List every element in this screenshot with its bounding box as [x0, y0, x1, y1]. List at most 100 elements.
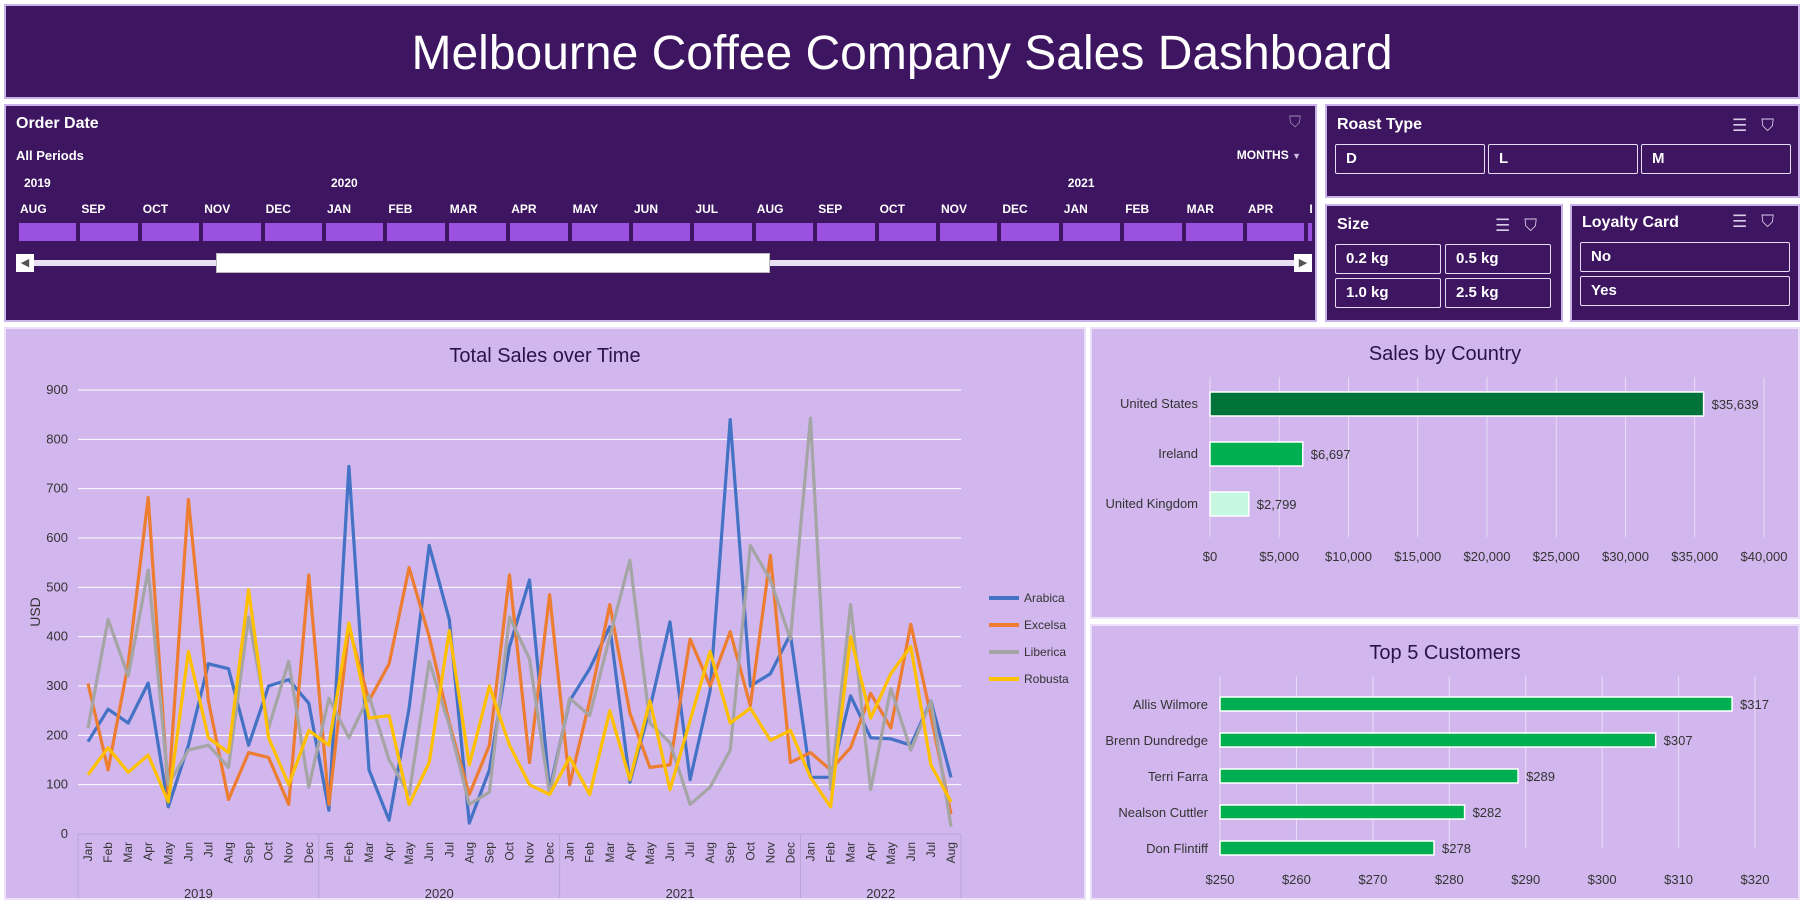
multi-select-icon[interactable]: ☰ [1495, 216, 1525, 235]
scroll-right-icon[interactable]: ▶ [1294, 254, 1312, 272]
category-label: United Kingdom [1106, 496, 1199, 511]
timeline-month-cell[interactable] [509, 222, 569, 242]
roast-option-d[interactable]: D [1335, 144, 1485, 174]
timeline-month-label: JUN [634, 202, 659, 216]
y-tick-label: 800 [46, 431, 68, 446]
time-level-dropdown[interactable]: MONTHS ▼ [1237, 148, 1301, 162]
y-tick-label: 200 [46, 727, 68, 742]
x-tick-label: Jun [422, 842, 436, 861]
category-label: Nealson Cuttler [1118, 805, 1208, 820]
timeline-month-cell[interactable] [447, 222, 508, 242]
clear-filter-icon[interactable]: ⛉ [1288, 114, 1301, 131]
timeline-month-cell[interactable] [202, 222, 262, 242]
clear-filter-icon[interactable]: ⛉ [1524, 216, 1551, 235]
timeline-month-label: MAY [572, 202, 599, 216]
timeline-month-cell[interactable] [1000, 222, 1060, 242]
bar [1219, 840, 1435, 856]
order-date-timeline[interactable]: Order Date ⛉ All Periods MONTHS ▼ 2019 20… [4, 104, 1317, 322]
timeline-month-cell[interactable] [877, 222, 937, 242]
x-tick-label: $270 [1358, 872, 1387, 887]
clear-filter-icon[interactable]: ⛉ [1761, 116, 1788, 135]
data-label: $317 [1740, 697, 1769, 712]
timeline-month-cell[interactable] [754, 222, 815, 242]
timeline-scrollbar[interactable]: ◀ ▶ [16, 252, 1312, 274]
timeline-month-label: JAN [1063, 202, 1088, 216]
size-option-1-0kg[interactable]: 1.0 kg [1335, 278, 1441, 308]
x-tick-label: $20,000 [1464, 549, 1511, 564]
timeline-month-cell[interactable] [263, 222, 323, 242]
timeline-month-label: APR [1248, 202, 1274, 216]
timeline-month-cell[interactable] [1123, 222, 1183, 242]
category-label: Allis Wilmore [1133, 697, 1208, 712]
bar [1209, 391, 1705, 417]
x-tick-label: Mar [603, 842, 617, 863]
x-tick-label: Sep [482, 842, 496, 864]
scroll-left-icon[interactable]: ◀ [16, 254, 34, 272]
size-title: Size [1337, 216, 1370, 233]
timeline-month-cell[interactable] [939, 222, 999, 242]
timeline-month-label: DEC [1002, 202, 1028, 216]
timeline-month-cell[interactable] [1061, 222, 1122, 242]
timeline-month-cell[interactable] [325, 222, 385, 242]
timeline-month-label: MAR [1186, 202, 1214, 216]
legend-label: Arabica [1024, 591, 1065, 605]
x-tick-label: Jun [904, 842, 918, 861]
timeline-month-cell[interactable] [570, 222, 630, 242]
timeline-month-cell[interactable] [632, 222, 692, 242]
scrollbar-thumb[interactable] [216, 253, 770, 273]
roast-option-m[interactable]: M [1641, 144, 1791, 174]
loyalty-option-no[interactable]: No [1580, 242, 1790, 272]
timeline-title: Order Date [16, 115, 99, 132]
size-option-0-5kg[interactable]: 0.5 kg [1445, 244, 1551, 274]
year-label: 2019 [184, 886, 213, 898]
x-tick-label: Jul [924, 842, 938, 857]
timeline-month-cell[interactable] [693, 222, 753, 242]
x-tick-label: $25,000 [1533, 549, 1580, 564]
x-tick-label: May [161, 842, 175, 865]
chevron-down-icon: ▼ [1292, 151, 1301, 161]
timeline-year-label: 2020 [331, 176, 358, 190]
timeline-month-cell[interactable] [79, 222, 139, 242]
legend-label: Liberica [1024, 645, 1066, 659]
x-tick-label: Jul [201, 842, 215, 857]
y-tick-label: 600 [46, 530, 68, 545]
x-tick-label: Jun [663, 842, 677, 861]
year-label: 2020 [425, 886, 454, 898]
x-tick-label: $280 [1435, 872, 1464, 887]
data-label: $2,799 [1257, 497, 1297, 512]
category-label: Terri Farra [1148, 769, 1209, 784]
roast-option-l[interactable]: L [1488, 144, 1638, 174]
y-tick-label: 500 [46, 579, 68, 594]
timeline-month-cell[interactable] [816, 222, 876, 242]
timeline-month-cell[interactable] [386, 222, 446, 242]
x-tick-label: May [643, 842, 657, 865]
size-option-2-5kg[interactable]: 2.5 kg [1445, 278, 1551, 308]
data-label: $307 [1664, 733, 1693, 748]
multi-select-icon[interactable]: ☰ [1732, 116, 1762, 135]
time-level-label: MONTHS [1236, 148, 1289, 162]
multi-select-icon[interactable]: ☰ [1732, 212, 1762, 231]
year-label: 2022 [866, 886, 895, 898]
x-tick-label: Nov [763, 842, 777, 863]
category-label: Ireland [1158, 446, 1198, 461]
timeline-month-label: DEC [265, 202, 291, 216]
size-option-0-2kg[interactable]: 0.2 kg [1335, 244, 1441, 274]
timeline-month-label: NOV [941, 202, 968, 216]
timeline-month-cell[interactable] [1246, 222, 1306, 242]
clear-filter-icon[interactable]: ⛉ [1761, 212, 1788, 231]
x-tick-label: Apr [864, 842, 878, 861]
timeline-month-cell[interactable] [140, 222, 201, 242]
timeline-month-label: MAR [449, 202, 478, 216]
customers-bar-chart: $250 $260 $270 $280 $290 $300 $310 $320 Allis Wi… [1105, 676, 1769, 887]
chart-title: Total Sales over Time [449, 345, 641, 367]
timeline-month-cell[interactable] [1307, 222, 1314, 242]
x-tick-label: $40,000 [1741, 549, 1788, 564]
x-tick-label: $0 [1203, 549, 1217, 564]
timeline-month-cell[interactable] [1184, 222, 1244, 242]
loyalty-card-slicer: Loyalty Card ☰⛉ No Yes [1570, 204, 1800, 322]
x-tick-label: Nov [282, 842, 296, 863]
x-tick-label: Apr [141, 842, 155, 861]
timeline-month-cell[interactable] [18, 222, 78, 242]
loyalty-option-yes[interactable]: Yes [1580, 276, 1790, 306]
x-tick-label: Feb [101, 842, 115, 863]
